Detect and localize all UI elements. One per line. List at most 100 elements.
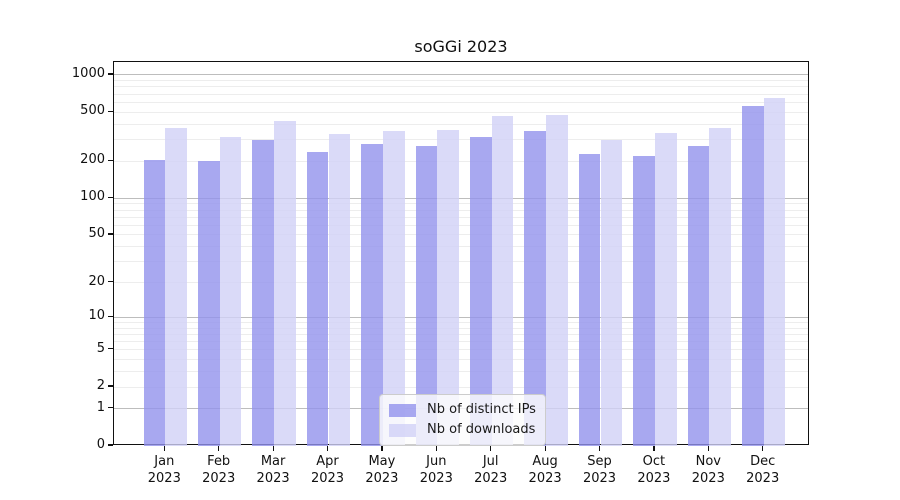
y-gridline-minor — [114, 371, 808, 373]
y-tick-mark — [107, 159, 113, 161]
y-tick-mark — [107, 280, 113, 283]
y-gridline-minor — [114, 80, 808, 82]
x-tick-mark — [381, 446, 383, 451]
legend-swatch-downloads — [389, 423, 416, 437]
y-gridline-minor — [114, 327, 808, 329]
y-tick-label: 500 — [80, 103, 105, 119]
x-tick-label: Jan — [154, 454, 175, 469]
y-tick-mark — [107, 315, 113, 317]
bar-apr-downloads — [328, 133, 351, 446]
x-tick-label: May — [368, 454, 396, 469]
y-gridline-minor — [114, 111, 808, 113]
y-gridline-minor — [114, 261, 808, 263]
bar-jul-distinct-ips — [470, 137, 492, 446]
bar-jun-distinct-ips — [415, 146, 438, 446]
y-gridline-minor — [114, 359, 808, 361]
y-tick-mark — [107, 233, 113, 235]
bar-oct-distinct-ips — [633, 155, 655, 446]
y-gridline-minor — [114, 93, 808, 95]
y-tick-label: 100 — [80, 189, 105, 205]
x-tick-label: 2023 — [419, 471, 453, 486]
y-tick-mark — [107, 348, 113, 350]
bar-nov-distinct-ips — [687, 145, 710, 446]
y-tick-label: 50 — [88, 225, 105, 241]
x-tick-label: 2023 — [691, 471, 725, 486]
y-tick-mark — [107, 407, 113, 409]
y-gridline-minor — [114, 209, 808, 211]
bar-mar-distinct-ips — [252, 139, 275, 446]
y-gridline-minor — [114, 160, 808, 162]
legend-swatch-distinct-ips — [389, 403, 416, 417]
x-tick-mark — [598, 446, 601, 451]
bar-apr-distinct-ips — [306, 152, 329, 446]
x-tick-mark — [707, 446, 709, 451]
y-tick-label: 2 — [96, 378, 105, 393]
bar-aug-downloads — [546, 115, 568, 446]
bar-aug-distinct-ips — [524, 130, 547, 446]
y-tick-label: 5 — [96, 340, 105, 356]
y-tick-label: 10 — [88, 308, 105, 324]
y-gridline-minor — [114, 321, 808, 323]
x-tick-label: 2023 — [528, 471, 562, 486]
legend-label-distinct-ips: Nb of distinct IPs — [427, 402, 536, 417]
bar-feb-downloads — [219, 136, 242, 446]
x-tick-label: Mar — [260, 454, 286, 469]
bar-jan-downloads — [165, 127, 187, 446]
x-tick-label: 2023 — [147, 471, 181, 486]
x-tick-mark — [762, 446, 764, 451]
x-tick-mark — [218, 446, 220, 451]
bar-nov-downloads — [709, 128, 731, 446]
y-tick-mark — [107, 444, 113, 446]
y-gridline-major — [114, 74, 808, 76]
x-tick-label: Nov — [695, 454, 721, 469]
chart-title: soGGi 2023 — [414, 37, 508, 56]
y-gridline-minor — [114, 139, 808, 141]
x-tick-label: Apr — [316, 454, 339, 469]
y-tick-label: 1 — [96, 399, 105, 415]
x-tick-mark — [163, 446, 165, 451]
bar-dec-distinct-ips — [742, 106, 764, 446]
bar-feb-distinct-ips — [198, 161, 220, 446]
x-tick-label: 2023 — [637, 471, 671, 486]
y-gridline-minor — [114, 341, 808, 342]
y-tick-label: 20 — [88, 273, 105, 289]
bar-sep-downloads — [600, 140, 623, 446]
y-gridline-minor — [114, 203, 808, 205]
x-tick-label: 2023 — [310, 471, 345, 486]
y-tick-label: 200 — [80, 152, 105, 168]
y-gridline-minor — [114, 333, 808, 335]
y-gridline-minor — [114, 246, 808, 248]
y-gridline-minor — [114, 282, 808, 283]
x-tick-label: Sep — [587, 454, 612, 469]
y-tick-mark — [107, 196, 113, 198]
x-tick-label: Jun — [426, 454, 447, 469]
bar-oct-downloads — [654, 133, 677, 446]
bar-may-distinct-ips — [361, 143, 383, 446]
x-tick-mark — [490, 446, 492, 451]
x-tick-label: 2023 — [474, 471, 508, 486]
x-tick-label: Oct — [642, 454, 666, 469]
y-gridline-minor — [114, 216, 808, 218]
x-tick-label: Jul — [482, 454, 499, 469]
bar-may-downloads — [382, 130, 405, 446]
x-tick-label: 2023 — [202, 471, 236, 486]
y-tick-mark — [107, 73, 113, 75]
x-tick-mark — [272, 446, 274, 451]
x-tick-label: 2023 — [365, 471, 399, 486]
x-tick-label: Aug — [532, 454, 558, 469]
y-tick-label: 0 — [96, 437, 105, 452]
y-gridline-major — [114, 197, 808, 199]
y-tick-label: 1000 — [71, 65, 105, 81]
x-tick-label: Dec — [750, 454, 776, 469]
x-tick-label: 2023 — [582, 471, 617, 486]
bar-jan-distinct-ips — [143, 160, 166, 446]
x-tick-label: 2023 — [746, 471, 780, 486]
y-gridline-minor — [114, 86, 808, 88]
y-tick-mark — [107, 385, 113, 387]
x-tick-label: Feb — [207, 454, 231, 469]
x-tick-mark — [326, 446, 329, 451]
plot-area: Nb of distinct IPs Nb of downloads — [113, 61, 809, 446]
bar-mar-downloads — [274, 120, 296, 446]
legend-item-downloads: Nb of downloads — [389, 420, 536, 440]
